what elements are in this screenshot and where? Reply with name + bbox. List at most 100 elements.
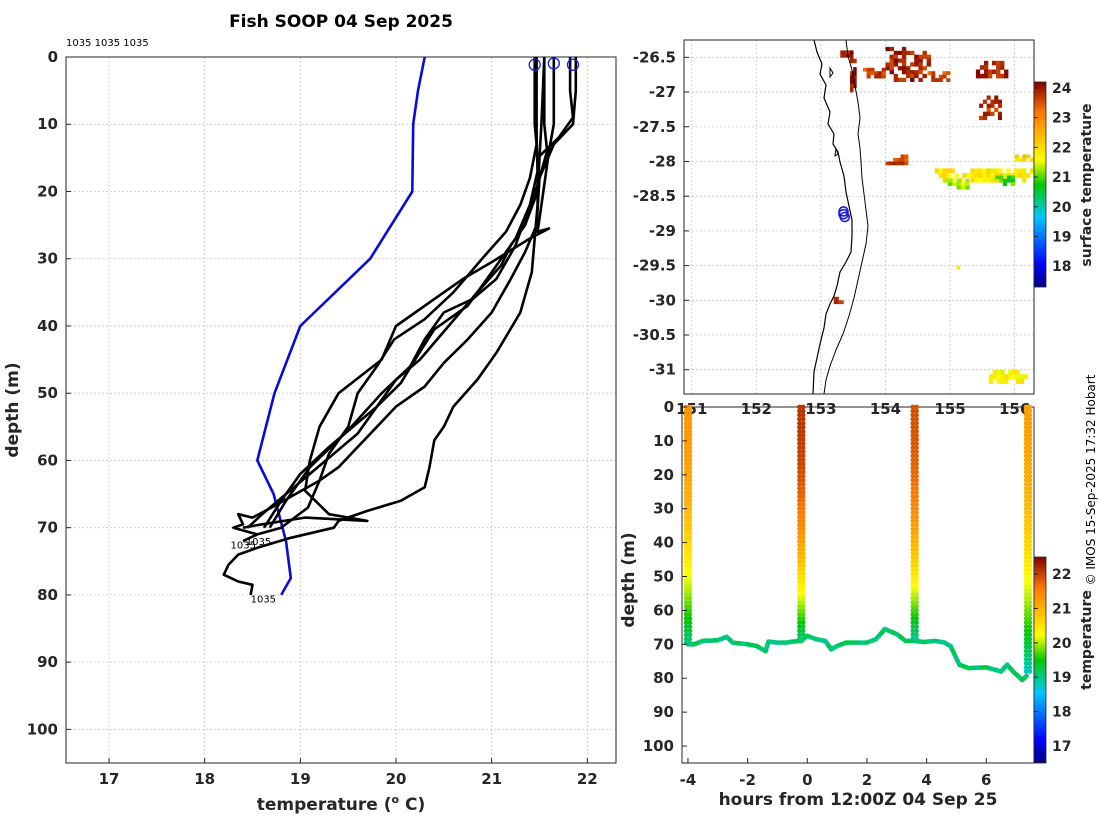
section-colorbar-tick-label: 17 bbox=[1052, 739, 1071, 755]
sst-pixel bbox=[893, 50, 899, 55]
map-colorbar-ticks: 18 19 20 21 22 23 24 bbox=[1034, 81, 1072, 275]
section-cast-point bbox=[800, 547, 806, 552]
section-cast-point bbox=[800, 498, 806, 503]
sst-pixel bbox=[982, 115, 987, 121]
section-cast-point bbox=[797, 412, 802, 418]
sst-pixel bbox=[946, 78, 951, 82]
sst-pixel bbox=[1010, 182, 1015, 187]
sst-pixel bbox=[997, 115, 1002, 121]
sst-pixel bbox=[893, 77, 899, 82]
sst-pixel bbox=[885, 62, 890, 67]
section-cast-point bbox=[1023, 591, 1029, 597]
section-cast-point bbox=[797, 437, 802, 442]
section-cast-point bbox=[800, 526, 806, 532]
sst-pixel bbox=[970, 168, 975, 174]
section-cast-point bbox=[1023, 486, 1029, 491]
section-cast-point bbox=[683, 604, 689, 609]
section-cast-point bbox=[914, 636, 919, 642]
section-cast-point bbox=[914, 498, 919, 503]
section-cast-point bbox=[914, 620, 919, 625]
section-cast-point bbox=[687, 559, 693, 564]
section-cast-point bbox=[1023, 644, 1029, 650]
section-cast-point bbox=[797, 502, 802, 507]
section-cast-point bbox=[1027, 660, 1033, 666]
section-cast-point bbox=[1027, 575, 1033, 581]
profile-y-tick-label: 70 bbox=[37, 519, 58, 537]
section-cast-point bbox=[683, 555, 689, 560]
sst-pixel bbox=[990, 99, 995, 104]
section-cast-point bbox=[1023, 522, 1029, 528]
sst-pixel bbox=[918, 70, 923, 75]
section-cast-point bbox=[914, 608, 919, 613]
section-cast-point bbox=[687, 534, 693, 540]
sst-pixel bbox=[838, 300, 844, 305]
map-colorbar-tick-label: 22 bbox=[1052, 140, 1071, 156]
section-cast-point bbox=[800, 453, 806, 459]
sst-pixel bbox=[910, 73, 915, 79]
sst-pixel bbox=[1008, 369, 1013, 375]
sst-pixel bbox=[922, 66, 927, 71]
sst-pixel bbox=[853, 79, 857, 85]
section-cast-point bbox=[1027, 441, 1033, 446]
sst-pixel bbox=[910, 50, 915, 55]
sst-pixel bbox=[1006, 178, 1012, 183]
section-cast-point bbox=[800, 604, 806, 609]
sst-pixel bbox=[870, 67, 875, 72]
section-cast-point bbox=[687, 429, 693, 434]
section-cast-point bbox=[910, 449, 916, 455]
sst-pixel bbox=[1022, 154, 1027, 159]
section-cast-point bbox=[687, 473, 693, 479]
sst-pixel bbox=[975, 69, 981, 75]
section-cast-point bbox=[1027, 542, 1033, 548]
section-cast-point bbox=[1023, 656, 1029, 662]
section-cast-point bbox=[910, 453, 916, 459]
section-cast-point bbox=[797, 575, 802, 581]
section-cast-point bbox=[797, 477, 802, 483]
section-colorbar-tick-label: 21 bbox=[1052, 602, 1071, 618]
sst-pixel bbox=[997, 99, 1002, 104]
section-cast-point bbox=[683, 612, 689, 617]
profile-y-tick-label: 100 bbox=[27, 720, 58, 738]
sst-pixel bbox=[986, 168, 991, 174]
profile-line-climatology bbox=[255, 57, 426, 596]
sst-pixel bbox=[853, 75, 857, 80]
section-cast-point bbox=[797, 506, 802, 512]
profile-line-profile-7 bbox=[232, 57, 578, 543]
section-cast-point bbox=[910, 518, 916, 524]
section-cast-point bbox=[1023, 612, 1029, 617]
sst-pixel bbox=[897, 50, 903, 55]
profile-line-profile-3 bbox=[268, 57, 549, 529]
section-cast-point bbox=[910, 599, 916, 605]
sst-pixel bbox=[1014, 158, 1019, 162]
section-cast-point bbox=[1027, 599, 1033, 605]
section-cast-point bbox=[797, 636, 802, 642]
section-cast-point bbox=[687, 628, 693, 634]
section-cast-point bbox=[797, 408, 802, 414]
section-cast-point bbox=[910, 608, 916, 613]
section-cast-point bbox=[1023, 526, 1029, 532]
profile-x-tick-label: 17 bbox=[99, 770, 120, 788]
section-cast-point bbox=[1027, 612, 1033, 617]
section-cast-point bbox=[1027, 534, 1033, 540]
section-cast-point bbox=[800, 433, 806, 438]
sst-pixel bbox=[995, 175, 1000, 180]
section-y-label: depth (m) bbox=[619, 532, 639, 627]
island-outline-2 bbox=[834, 147, 839, 158]
section-colorbar-tick-label: 20 bbox=[1052, 636, 1072, 652]
section-cast-point bbox=[800, 620, 806, 625]
section-cast-point bbox=[910, 620, 916, 625]
section-cast-point bbox=[910, 510, 916, 516]
section-colorbar-label: temperature bbox=[1079, 590, 1095, 690]
section-cast-point bbox=[797, 481, 802, 487]
section-cast-point bbox=[1027, 632, 1033, 638]
sst-pixel bbox=[850, 83, 854, 89]
section-cast-point bbox=[800, 490, 806, 495]
sst-pixel bbox=[901, 70, 907, 75]
profile-y-tick-label: 80 bbox=[37, 586, 58, 604]
section-cast-point bbox=[910, 538, 916, 544]
sst-pixel bbox=[986, 107, 991, 112]
section-cast-point bbox=[687, 591, 693, 597]
section-cast-point bbox=[797, 579, 802, 585]
sst-pixel bbox=[833, 296, 839, 301]
sst-pixel bbox=[997, 103, 1002, 108]
